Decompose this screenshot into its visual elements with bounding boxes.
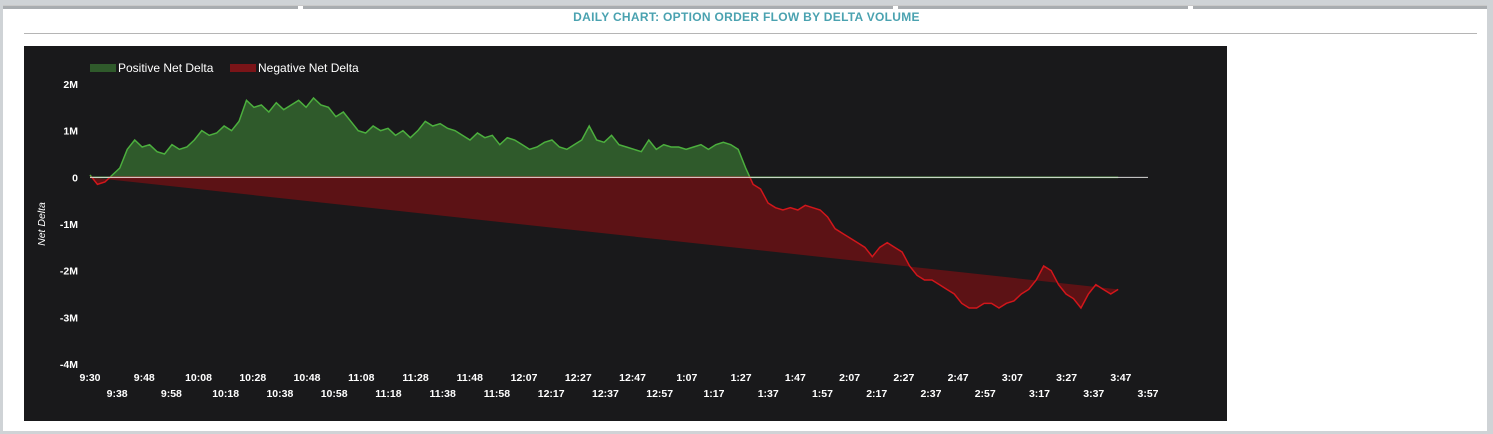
x-tick-label: 1:47: [785, 372, 806, 384]
legend-swatch: [90, 64, 116, 72]
x-tick-label: 11:18: [375, 388, 401, 400]
legend-swatch: [230, 64, 256, 72]
x-tick-label: 2:37: [920, 388, 941, 400]
net-delta-chart: 2M 1M 0 -1M -2M -3M -4M 9:30 9:48 10:08 10:28 10:4…: [24, 46, 1227, 421]
x-tick-label: 2:17: [866, 388, 887, 400]
tab-strip-segment: [303, 6, 893, 9]
y-tick-label: -1M: [60, 219, 78, 231]
x-tick-label: 12:07: [511, 372, 538, 384]
x-tick-label: 12:17: [538, 388, 565, 400]
legend-entry: Positive Net Delta: [118, 61, 214, 75]
x-tick-label: 11:38: [430, 388, 456, 400]
x-tick-label: 2:27: [893, 372, 914, 384]
tab-strip-segment: [3, 6, 298, 9]
x-tick-label: 2:47: [948, 372, 969, 384]
x-axis-ticks: 9:30 9:48 10:08 10:28 10:48 11:08 11:28 11:48 12…: [79, 372, 1158, 400]
x-tick-label: 9:30: [79, 372, 100, 384]
x-tick-label: 3:27: [1056, 372, 1077, 384]
x-tick-label: 2:07: [839, 372, 860, 384]
chart-canvas: 2M 1M 0 -1M -2M -3M -4M 9:30 9:48 10:08 10:28 10:4…: [36, 61, 1159, 400]
x-tick-label: 11:28: [402, 372, 428, 384]
x-tick-label: 12:57: [646, 388, 673, 400]
y-tick-label: 1M: [63, 126, 78, 138]
x-tick-label: 1:17: [703, 388, 724, 400]
x-tick-label: 9:38: [107, 388, 128, 400]
x-tick-label: 1:07: [676, 372, 697, 384]
x-tick-label: 3:37: [1083, 388, 1104, 400]
x-tick-label: 3:07: [1002, 372, 1023, 384]
x-tick-label: 12:37: [592, 388, 619, 400]
x-tick-label: 1:27: [731, 372, 752, 384]
x-tick-label: 10:58: [321, 388, 348, 400]
chart-title: DAILY CHART: OPTION ORDER FLOW BY DELTA …: [573, 10, 920, 24]
x-tick-label: 3:17: [1029, 388, 1050, 400]
x-tick-label: 9:58: [161, 388, 182, 400]
y-tick-label: 2M: [63, 79, 78, 91]
x-tick-label: 11:08: [348, 372, 374, 384]
tab-strip-segment: [1193, 6, 1487, 9]
legend-entry: Negative Net Delta: [258, 61, 359, 75]
x-tick-label: 10:28: [239, 372, 266, 384]
positive-area: [90, 98, 1119, 178]
x-tick-label: 10:48: [294, 372, 321, 384]
x-tick-label: 3:47: [1110, 372, 1131, 384]
x-tick-label: 12:47: [619, 372, 646, 384]
legend: Positive Net Delta Negative Net Delta: [90, 61, 359, 75]
x-tick-label: 9:48: [134, 372, 155, 384]
title-divider: [24, 33, 1477, 34]
x-tick-label: 2:57: [975, 388, 996, 400]
y-axis-label: Net Delta: [36, 202, 48, 246]
x-tick-label: 12:27: [565, 372, 592, 384]
y-axis-ticks: 2M 1M 0 -1M -2M -3M -4M: [60, 79, 78, 371]
y-tick-label: -4M: [60, 359, 78, 371]
y-tick-label: -2M: [60, 266, 78, 278]
x-tick-label: 11:48: [457, 372, 483, 384]
x-tick-label: 1:57: [812, 388, 833, 400]
y-tick-label: 0: [72, 172, 78, 184]
y-tick-label: -3M: [60, 312, 78, 324]
plot-areas: [89, 96, 1148, 310]
x-tick-label: 11:58: [484, 388, 510, 400]
x-tick-label: 10:08: [185, 372, 212, 384]
x-tick-label: 3:57: [1137, 388, 1158, 400]
x-tick-label: 10:18: [212, 388, 239, 400]
tab-strip-segment: [898, 6, 1188, 9]
negative-area: [90, 177, 1119, 308]
x-tick-label: 1:37: [758, 388, 779, 400]
x-tick-label: 10:38: [266, 388, 293, 400]
